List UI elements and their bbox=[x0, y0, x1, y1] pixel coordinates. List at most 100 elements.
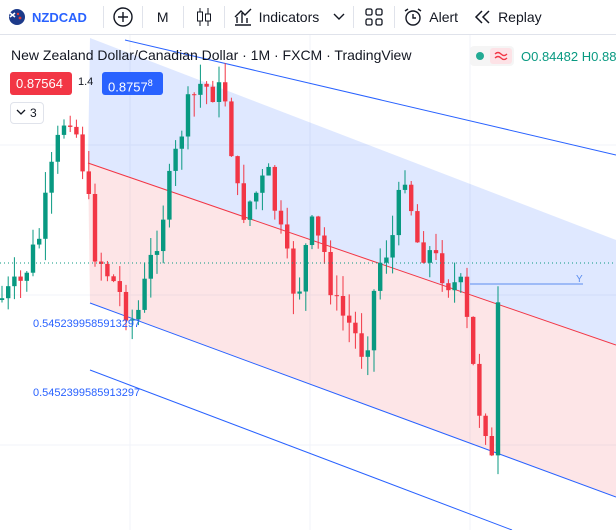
spread: 1.4 bbox=[78, 76, 94, 88]
drawing-label: 0.5452399585913297 bbox=[33, 318, 140, 330]
grid bbox=[0, 35, 616, 530]
candle-body bbox=[390, 235, 395, 258]
candle-body bbox=[409, 184, 414, 212]
candle-body bbox=[495, 302, 501, 456]
layout-icon bbox=[365, 8, 383, 26]
candle-body bbox=[0, 298, 5, 300]
symbol: NZDCAD bbox=[32, 9, 87, 25]
candle-body bbox=[340, 296, 346, 316]
candle-body bbox=[130, 319, 135, 321]
candle-body bbox=[452, 282, 457, 291]
candle-body bbox=[458, 276, 463, 283]
candle-body bbox=[216, 82, 222, 103]
candle-body bbox=[192, 94, 197, 96]
candle-body bbox=[477, 363, 482, 416]
replay: Replay bbox=[498, 9, 542, 25]
chevron bbox=[16, 109, 26, 115]
replay-icon bbox=[475, 10, 490, 24]
candle-body bbox=[291, 248, 296, 294]
chart-type-button[interactable] bbox=[184, 0, 224, 35]
candle-body bbox=[111, 276, 116, 282]
candle-body bbox=[148, 254, 153, 279]
candle-body bbox=[322, 235, 327, 252]
candle-body bbox=[136, 309, 141, 320]
channel-lower-fill bbox=[88, 163, 616, 497]
candle-body bbox=[68, 125, 73, 127]
symbol-button[interactable]: NZDCAD bbox=[0, 0, 95, 35]
line-label: Y bbox=[576, 274, 583, 285]
plus-icon bbox=[113, 7, 133, 27]
candle-body bbox=[353, 322, 358, 334]
candle-body bbox=[30, 244, 36, 273]
candle-body bbox=[55, 134, 60, 162]
high: H0.88 bbox=[581, 49, 616, 64]
interval-button[interactable]: M bbox=[143, 0, 183, 35]
candle-body bbox=[179, 136, 184, 149]
candle-body bbox=[309, 216, 315, 246]
candle-body bbox=[384, 257, 389, 263]
candle-body bbox=[37, 238, 42, 245]
candle-body bbox=[254, 192, 259, 202]
indicator-count: 3 bbox=[30, 106, 37, 120]
candle-body bbox=[303, 245, 308, 292]
candle-body bbox=[142, 278, 147, 310]
toolbar: NZDCAD M Indicators Alert Replay bbox=[0, 0, 616, 35]
candle-body bbox=[185, 94, 191, 137]
candle-body bbox=[316, 216, 321, 236]
candle-body bbox=[241, 183, 246, 220]
buy-price: 0.8757 bbox=[108, 79, 148, 95]
drawing-label: 0.5452399585913297 bbox=[33, 387, 140, 399]
candle-body bbox=[49, 161, 54, 193]
legend-title: New Zealand Dollar/Canadian Dollar · 1M … bbox=[11, 47, 412, 63]
channel-median bbox=[87, 162, 616, 346]
alert-icon bbox=[404, 8, 422, 26]
candle-body bbox=[464, 276, 470, 317]
buy-button[interactable]: 0.87578 bbox=[102, 72, 163, 95]
replay-button[interactable]: Replay bbox=[466, 0, 550, 35]
candle-body bbox=[365, 350, 370, 357]
sell-button[interactable]: 0.87564 bbox=[10, 72, 72, 95]
candle-body bbox=[247, 201, 253, 220]
candle-body bbox=[471, 316, 476, 364]
candle-body bbox=[198, 83, 203, 95]
candle-body bbox=[489, 436, 494, 456]
candle-body bbox=[266, 166, 271, 176]
candle-body bbox=[92, 193, 98, 262]
candle-body bbox=[359, 333, 364, 357]
indicators-icon bbox=[234, 8, 252, 26]
candle-body bbox=[440, 253, 445, 284]
indicators-button[interactable]: Indicators bbox=[225, 0, 354, 35]
candle-body bbox=[260, 175, 265, 193]
channel-upper-fill bbox=[88, 38, 616, 345]
channel-line bbox=[124, 39, 616, 156]
candle-body bbox=[210, 86, 215, 103]
sell-price: 0.87564 bbox=[16, 76, 63, 91]
indicators: Indicators bbox=[258, 9, 320, 25]
candle-body bbox=[371, 290, 377, 351]
interval: M bbox=[156, 9, 169, 25]
candle-body bbox=[86, 171, 91, 194]
alert-button[interactable]: Alert bbox=[395, 0, 466, 35]
candle-body bbox=[173, 148, 178, 171]
buy-price-small: 8 bbox=[147, 78, 153, 88]
compare-button[interactable] bbox=[104, 0, 142, 35]
candle-body bbox=[80, 134, 85, 172]
status-badges bbox=[470, 46, 514, 66]
candle-body bbox=[421, 242, 426, 263]
collapse-button[interactable]: 3 bbox=[10, 102, 44, 124]
candle-body bbox=[229, 101, 234, 157]
candle-body bbox=[117, 281, 122, 292]
layout-button[interactable] bbox=[354, 0, 394, 35]
candle-body bbox=[167, 170, 172, 220]
candle-body bbox=[43, 192, 48, 239]
candle-body bbox=[427, 250, 432, 263]
candle-body bbox=[328, 251, 333, 296]
candle-body bbox=[278, 210, 284, 225]
candle-body bbox=[483, 415, 488, 437]
channel-line bbox=[89, 302, 616, 498]
open: O0.84482 bbox=[521, 49, 579, 64]
candle-body bbox=[74, 126, 79, 135]
candle-body bbox=[12, 276, 17, 287]
chart-area: Y 0.5452399585913297 0.5452399585913297 bbox=[0, 35, 616, 530]
